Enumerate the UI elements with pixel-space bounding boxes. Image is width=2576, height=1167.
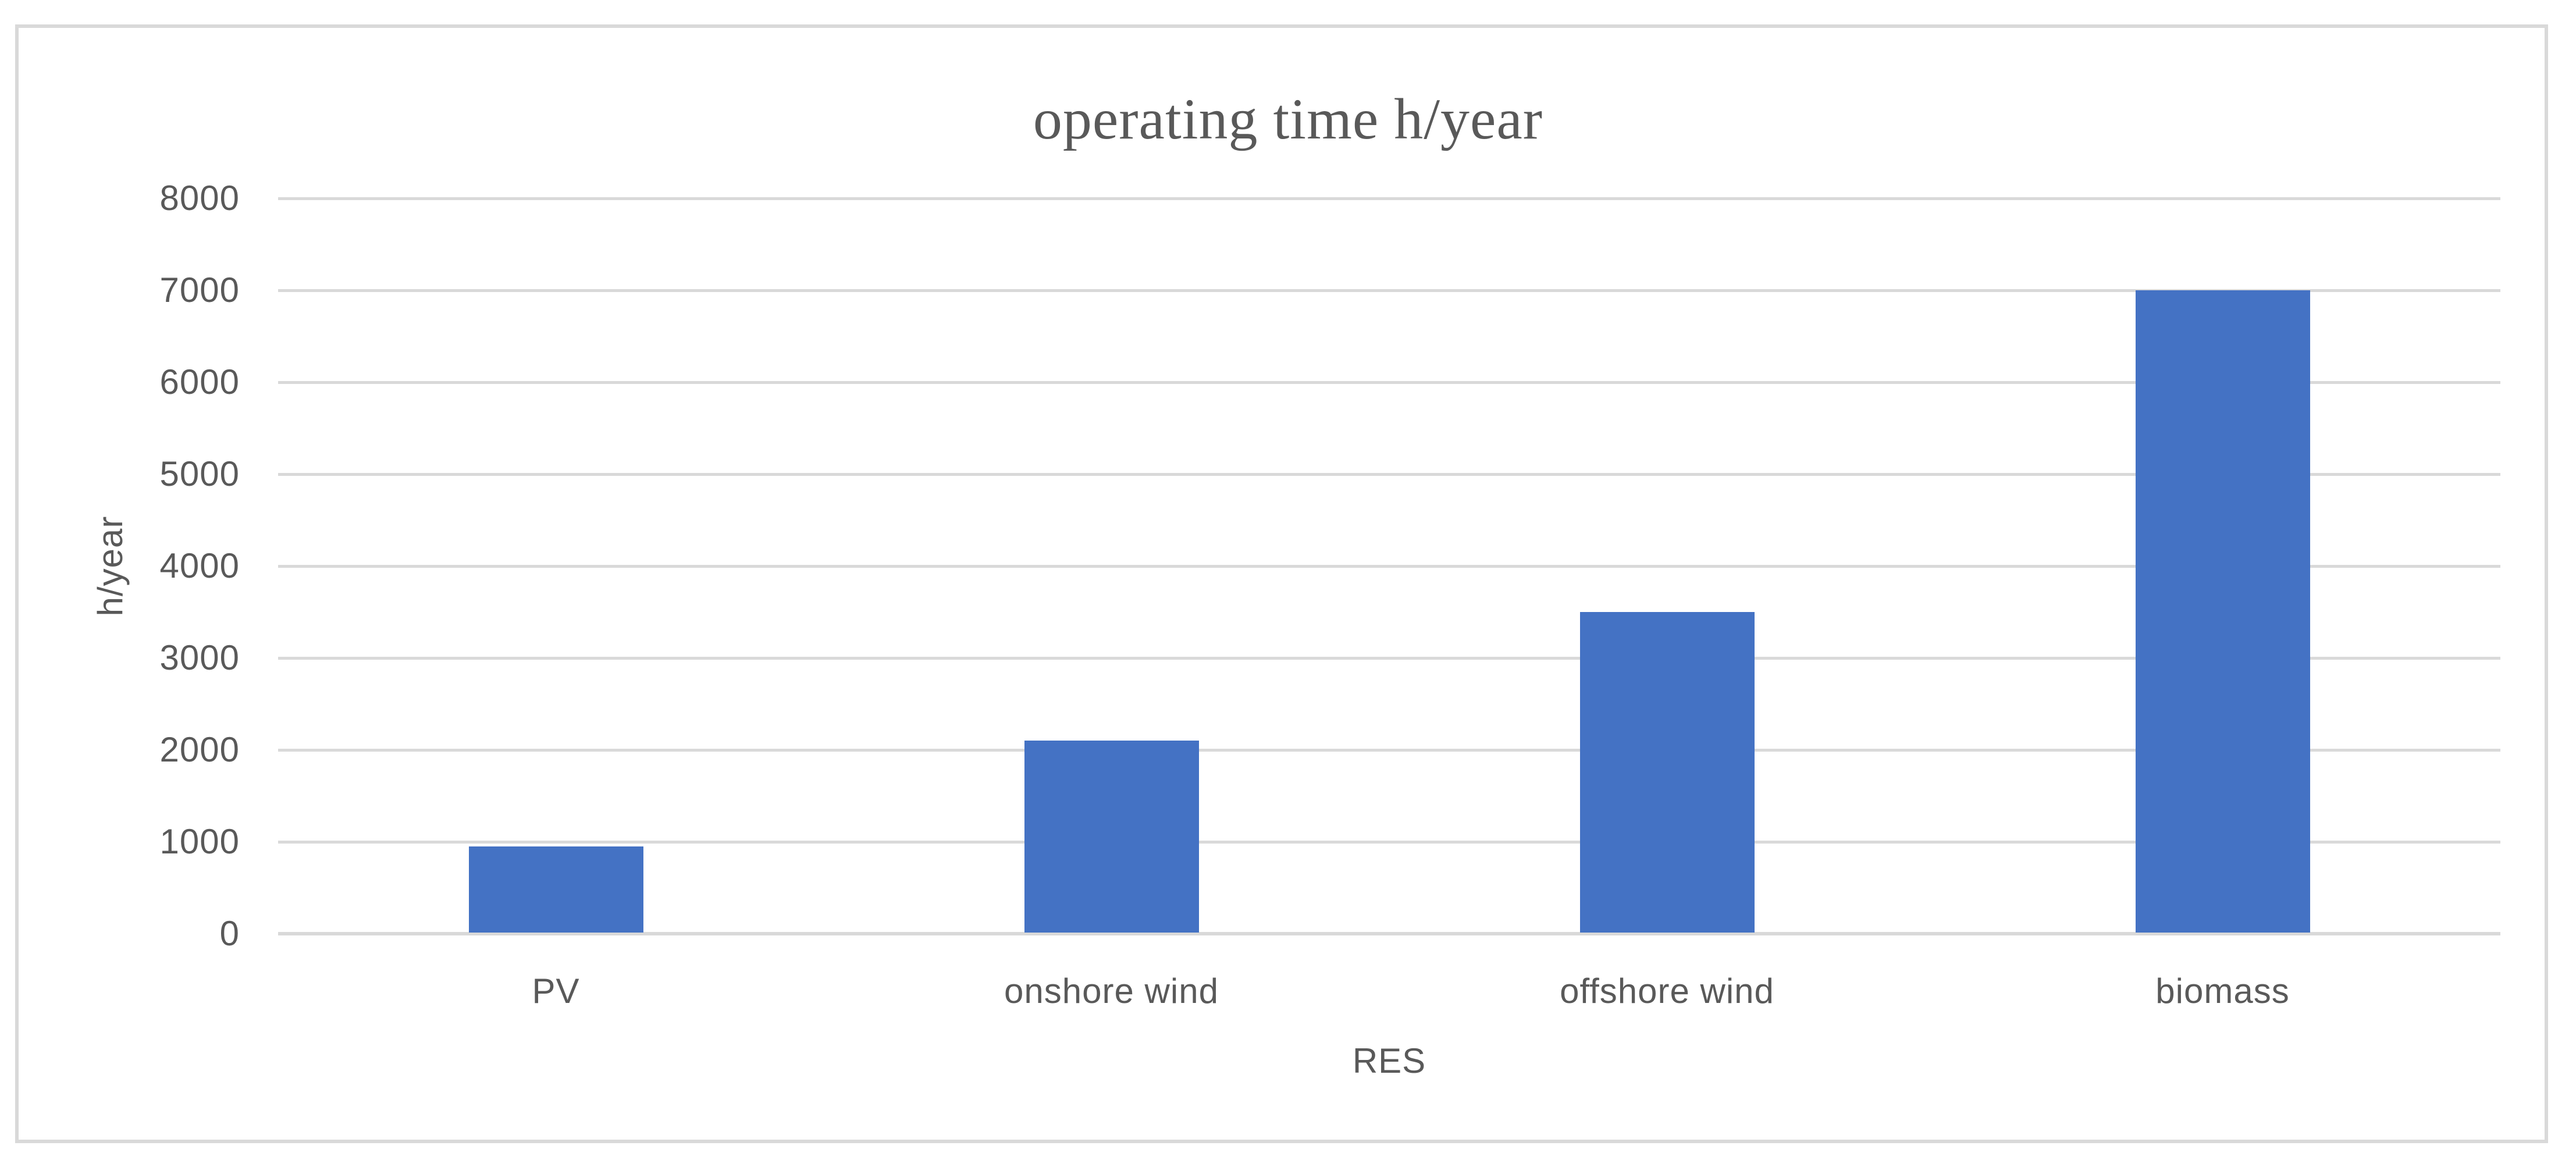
bar-biomass [2135,290,2310,933]
x-category-label: biomass [2155,972,2290,1011]
y-tick-label: 6000 [159,362,240,401]
y-tick-label: 5000 [159,454,240,493]
gridline [278,841,2500,844]
x-category-label: offshore wind [1560,972,1774,1011]
y-tick-label: 0 [219,914,240,953]
bar-offshore-wind [1579,612,1755,933]
gridline [278,197,2500,200]
y-tick-label: 1000 [159,822,240,861]
gridline [278,565,2500,568]
chart-title: operating time h/year [1033,87,1543,151]
x-category-label: onshore wind [1004,972,1219,1011]
x-category-label: PV [532,972,580,1011]
plot-area [278,197,2500,935]
y-tick-label: 3000 [159,638,240,677]
y-tick-label: 4000 [159,546,240,585]
gridline [278,289,2500,292]
x-axis-line [278,932,2500,935]
gridline [278,473,2500,476]
y-axis-title: h/year [91,515,130,617]
bar-onshore-wind [1024,741,1199,933]
y-tick-label: 8000 [159,179,240,218]
gridline [278,381,2500,384]
y-tick-label: 7000 [159,271,240,309]
bar-PV [468,846,643,933]
gridline [278,749,2500,752]
gridline [278,657,2500,660]
chart-frame [15,24,2548,1143]
y-tick-label: 2000 [159,730,240,769]
x-axis-title: RES [1352,1041,1426,1080]
